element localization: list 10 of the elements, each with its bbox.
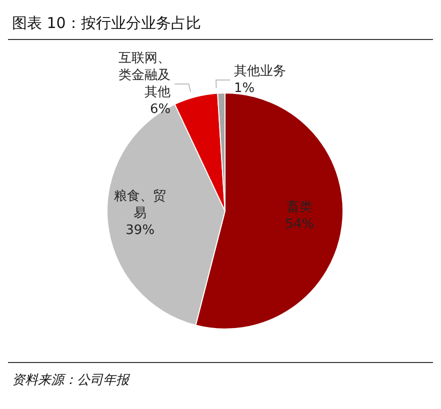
data-label: 6%: [150, 102, 171, 118]
text: 资料来源：公司年报: [12, 372, 131, 389]
data-label: 54%: [285, 217, 314, 232]
chart-title: 图表 10：按行业分业务占比: [8, 8, 433, 40]
data-label: 39%: [126, 223, 155, 238]
slice-label: 粮食、贸易: [114, 189, 166, 222]
data-label: 1%: [234, 81, 255, 96]
slice-label: 其他业务: [234, 64, 286, 80]
slice-label: 畜类: [286, 199, 313, 216]
slice-label: 互联网、类金融及其他: [118, 51, 171, 100]
